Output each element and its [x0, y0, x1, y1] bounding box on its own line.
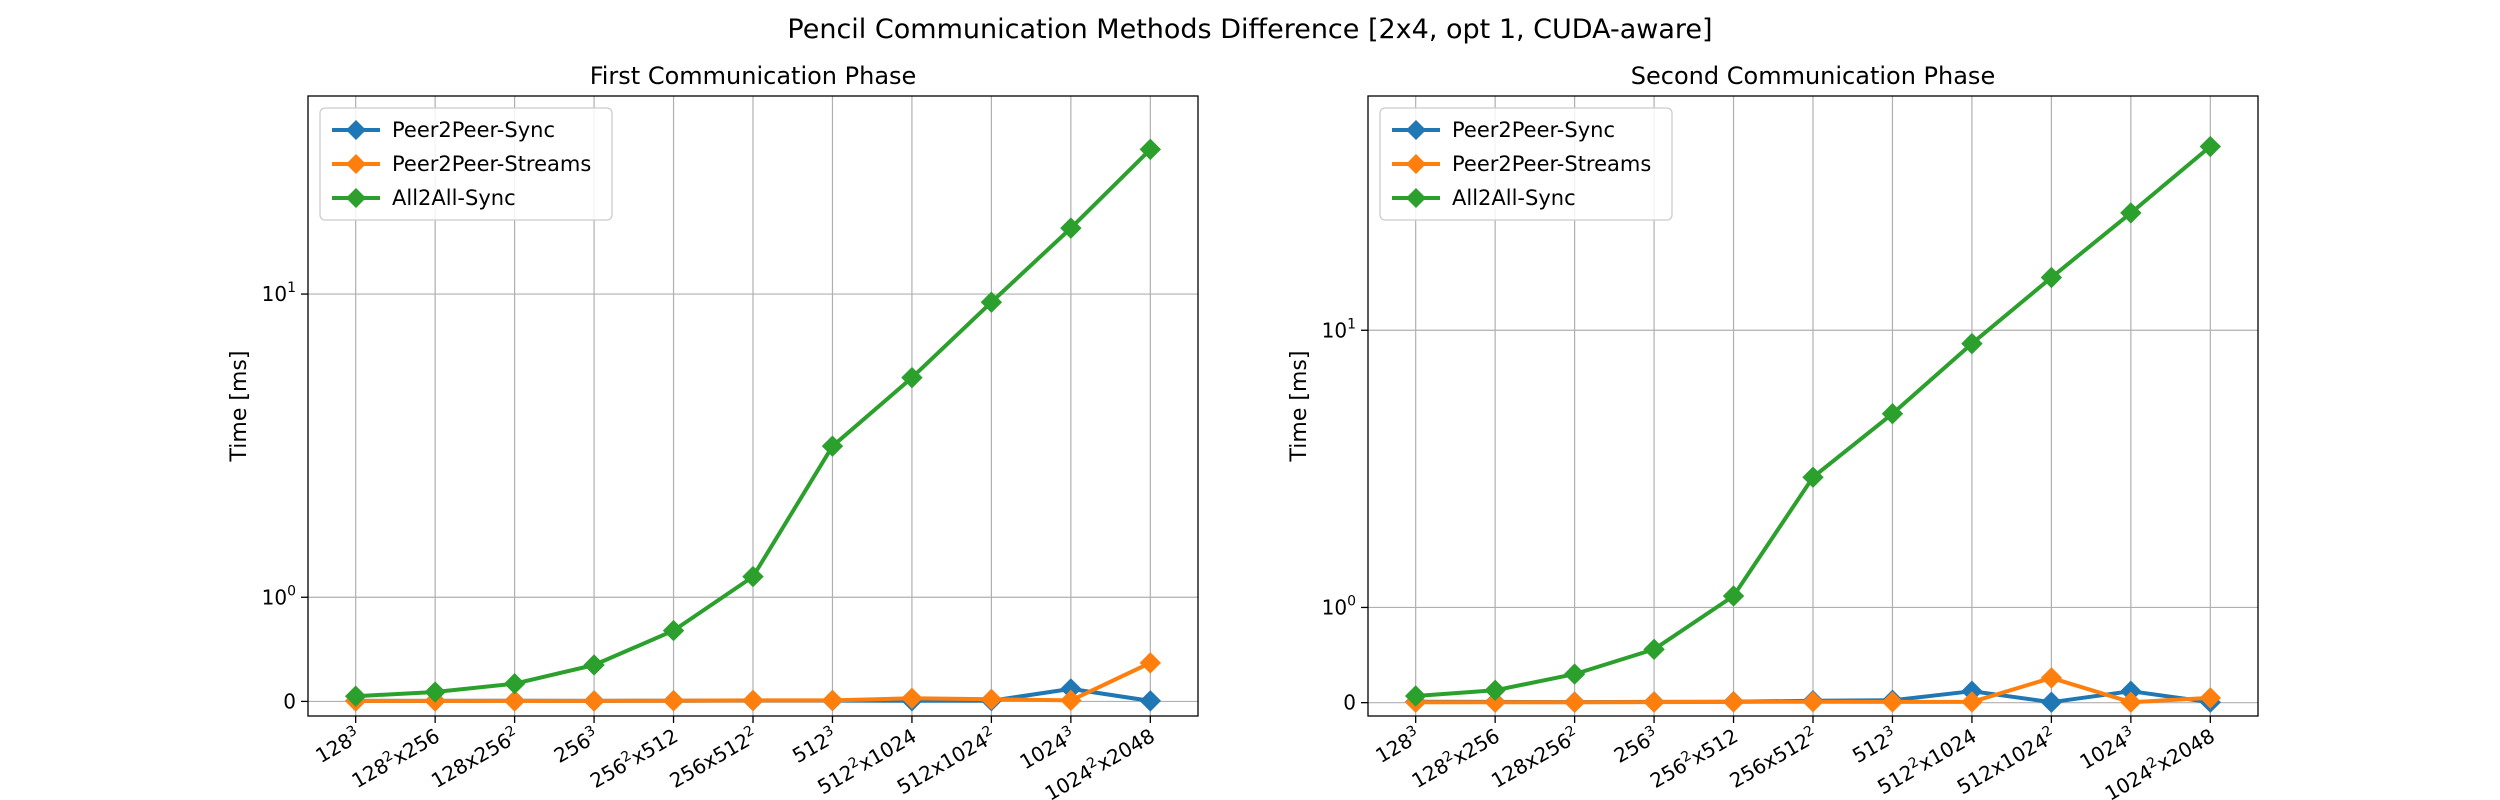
data-point [503, 690, 526, 712]
series-all2all-sync [1404, 135, 2222, 707]
data-point [821, 689, 844, 712]
y-axis-label: Time [ms] [227, 351, 252, 463]
x-tick-label: 128x2562 [1487, 723, 1584, 793]
y-axis-label: Time [ms] [1287, 351, 1312, 463]
data-point [2040, 266, 2063, 289]
data-point [980, 291, 1003, 313]
x-tick-label: 2562x512 [1645, 723, 1742, 793]
data-point [1802, 691, 1824, 713]
legend-label: Peer2Peer-Sync [392, 118, 555, 142]
data-point [344, 685, 367, 707]
data-point [1484, 691, 1506, 713]
legend-marker [346, 188, 366, 208]
data-point [662, 689, 685, 712]
y-tick-label: 100 [1322, 593, 1356, 619]
y-tick-label: 100 [262, 583, 296, 609]
data-point [1961, 691, 1983, 713]
data-point [1722, 691, 1745, 713]
x-tick-label: 2562x512 [585, 723, 682, 793]
data-point [1643, 638, 1665, 661]
x-tick-label: 1282x256 [1407, 723, 1504, 793]
legend-marker [346, 154, 366, 174]
x-tick-label: 10243 [1015, 723, 1079, 775]
legend-marker [1406, 188, 1426, 208]
x-tick-label: 128x2562 [427, 723, 524, 793]
x-tick-label: 1283 [1371, 723, 1424, 768]
data-point [1881, 402, 1904, 425]
data-point [424, 681, 446, 703]
legend-label: Peer2Peer-Sync [1452, 118, 1615, 142]
data-point [980, 688, 1003, 711]
data-point [2040, 691, 2063, 713]
data-point [2199, 135, 2222, 158]
data-point [742, 689, 764, 712]
legend: Peer2Peer-Sync Peer2Peer-Streams All2All-S… [319, 107, 613, 221]
data-point [662, 619, 685, 642]
data-point [901, 366, 923, 389]
legend-box [1379, 107, 1673, 221]
data-point [1961, 332, 1983, 355]
legend-marker [1406, 120, 1426, 140]
data-point [503, 673, 526, 695]
data-point [1060, 689, 1082, 712]
legend-label: Peer2Peer-Streams [392, 152, 591, 176]
subplot-title: First Communication Phase [590, 62, 917, 90]
data-point [1563, 663, 1586, 685]
data-point [583, 690, 605, 712]
data-point [2040, 667, 2063, 689]
legend-label: All2All-Sync [392, 186, 516, 210]
data-point [1802, 466, 1824, 488]
data-point [2120, 202, 2142, 224]
legend-marker [1406, 154, 1426, 174]
data-point [1722, 585, 1745, 607]
data-point [1643, 691, 1665, 713]
data-point [1404, 685, 1427, 707]
data-point [583, 654, 605, 676]
x-tick-label: 10243 [2075, 723, 2139, 775]
data-point [1139, 690, 1162, 712]
x-tick-label: 5123 [1848, 723, 1901, 768]
x-tick-label: 2563 [549, 723, 602, 768]
data-point [2199, 687, 2222, 709]
data-point [2120, 691, 2142, 713]
data-point [1484, 679, 1506, 701]
data-point [1881, 691, 1904, 713]
x-tick-label: 256x5122 [1725, 723, 1822, 793]
x-tick-label: 2563 [1609, 723, 1662, 768]
x-tick-label: 5123 [788, 723, 841, 768]
legend-marker [346, 120, 366, 140]
y-tick-label: 0 [283, 689, 296, 713]
data-point [742, 565, 764, 588]
series-peer2peer-streams [344, 652, 1162, 712]
data-point [901, 687, 923, 710]
legend-label: Peer2Peer-Streams [1452, 152, 1651, 176]
series-all2all-sync [344, 138, 1162, 707]
legend: Peer2Peer-Sync Peer2Peer-Streams All2All-S… [1379, 107, 1673, 221]
figure-title: Pencil Communication Methods Difference … [787, 14, 1712, 45]
legend-box [319, 107, 613, 221]
y-tick-label: 101 [1322, 316, 1356, 342]
subplot-title: Second Communication Phase [1631, 62, 1995, 90]
y-tick-label: 101 [262, 280, 296, 306]
legend-label: All2All-Sync [1452, 186, 1576, 210]
data-point [1060, 217, 1082, 239]
data-point [1563, 691, 1586, 713]
x-tick-label: 1283 [311, 723, 364, 768]
x-tick-label: 256x5122 [665, 723, 762, 793]
data-point [1139, 138, 1162, 161]
data-point [1139, 652, 1162, 674]
x-tick-label: 1282x256 [347, 723, 444, 793]
data-point [821, 435, 844, 457]
y-tick-label: 0 [1343, 691, 1356, 715]
